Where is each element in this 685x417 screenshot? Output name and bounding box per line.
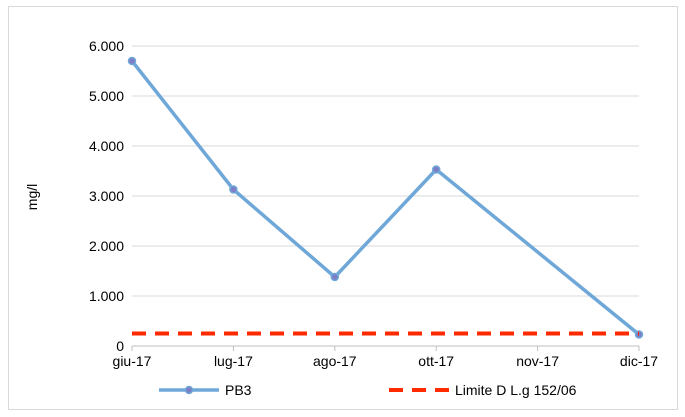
y-tick-label: 1.000 [89,288,124,304]
y-tick-label: 0 [116,338,124,354]
x-tick-label: lug-17 [214,353,253,369]
x-tick-label: ago-17 [313,353,357,369]
y-axis-label: mg/l [24,184,40,210]
data-point [431,165,441,174]
legend-label: PB3 [225,382,252,398]
y-tick-label: 6.000 [89,38,124,54]
legend-marker [184,385,194,395]
legend-label: Limite D L.g 152/06 [455,382,577,398]
data-point [127,56,137,66]
axes [131,345,640,351]
data-point [229,185,238,194]
y-tick-label: 5.000 [89,88,124,104]
x-tick-label: giu-17 [113,353,152,369]
y-tick-label: 2.000 [89,238,124,254]
x-tick-label: dic-17 [620,353,658,369]
tick-labels: 0 1.000 2.000 3.000 4.000 5.000 6.000 giu-17 lug… [89,38,658,369]
x-tick-label: nov-17 [516,353,559,369]
legend: PB3 Limite D L.g 152/06 [159,382,577,398]
gridlines [132,45,639,297]
line-chart: 0 1.000 2.000 3.000 4.000 5.000 6.000 giu-17 lug… [24,38,658,398]
series-line-1 [130,59,641,336]
series-lines [127,56,644,339]
y-tick-label: 3.000 [89,188,124,204]
chart-frame: 0 1.000 2.000 3.000 4.000 5.000 6.000 giu-17 lug… [8,6,678,410]
y-tick-label: 4.000 [89,138,124,154]
x-tick-label: ott-17 [418,353,454,369]
data-point [330,272,340,282]
